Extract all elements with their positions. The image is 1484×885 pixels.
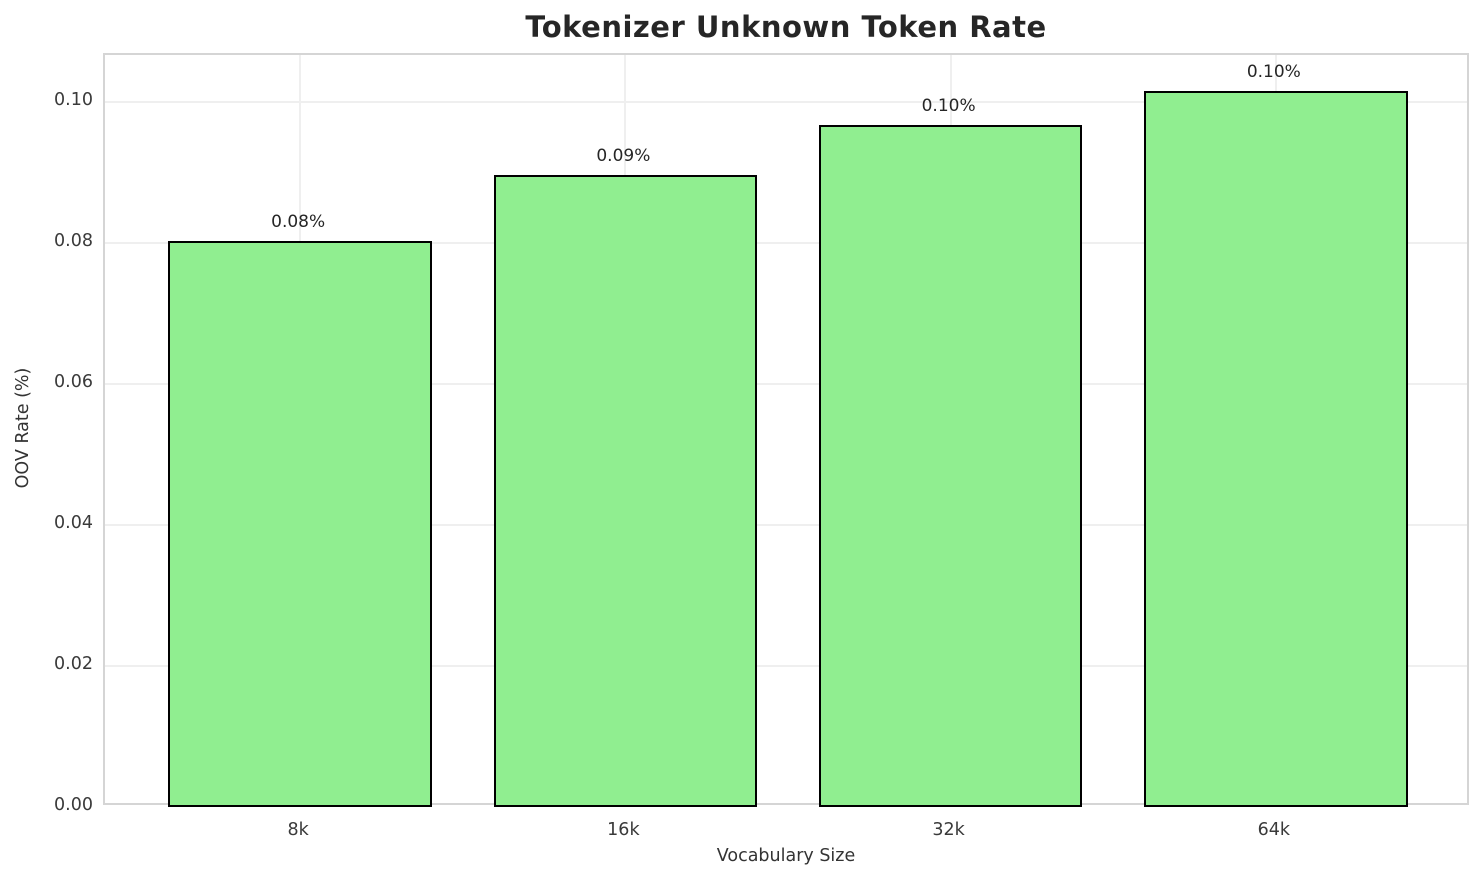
x-tick-label: 8k xyxy=(287,820,309,840)
x-tick-label: 32k xyxy=(932,820,965,840)
bar xyxy=(818,124,1083,807)
x-tick-label: 16k xyxy=(607,820,640,840)
bar xyxy=(493,174,758,807)
y-tick-label: 0.02 xyxy=(54,653,93,674)
plot-area xyxy=(103,53,1469,807)
y-gridline xyxy=(105,241,1467,244)
y-gridline xyxy=(105,382,1467,385)
y-gridline xyxy=(105,100,1467,103)
y-gridline xyxy=(105,523,1467,526)
y-tick-label: 0.04 xyxy=(54,512,93,533)
chart-title: Tokenizer Unknown Token Rate xyxy=(525,10,1047,44)
y-axis-label-text: OOV Rate (%) xyxy=(13,367,33,489)
y-tick-label: 0.10 xyxy=(54,89,93,110)
x-axis-label: Vocabulary Size xyxy=(716,846,856,866)
y-tick-label: 0.08 xyxy=(54,230,93,251)
bar xyxy=(1144,90,1408,807)
y-tick-label: 0.00 xyxy=(54,795,93,815)
y-gridline xyxy=(105,664,1467,667)
y-tick-label: 0.06 xyxy=(54,371,93,392)
bar xyxy=(168,240,432,807)
x-tick-label: 64k xyxy=(1257,820,1291,840)
